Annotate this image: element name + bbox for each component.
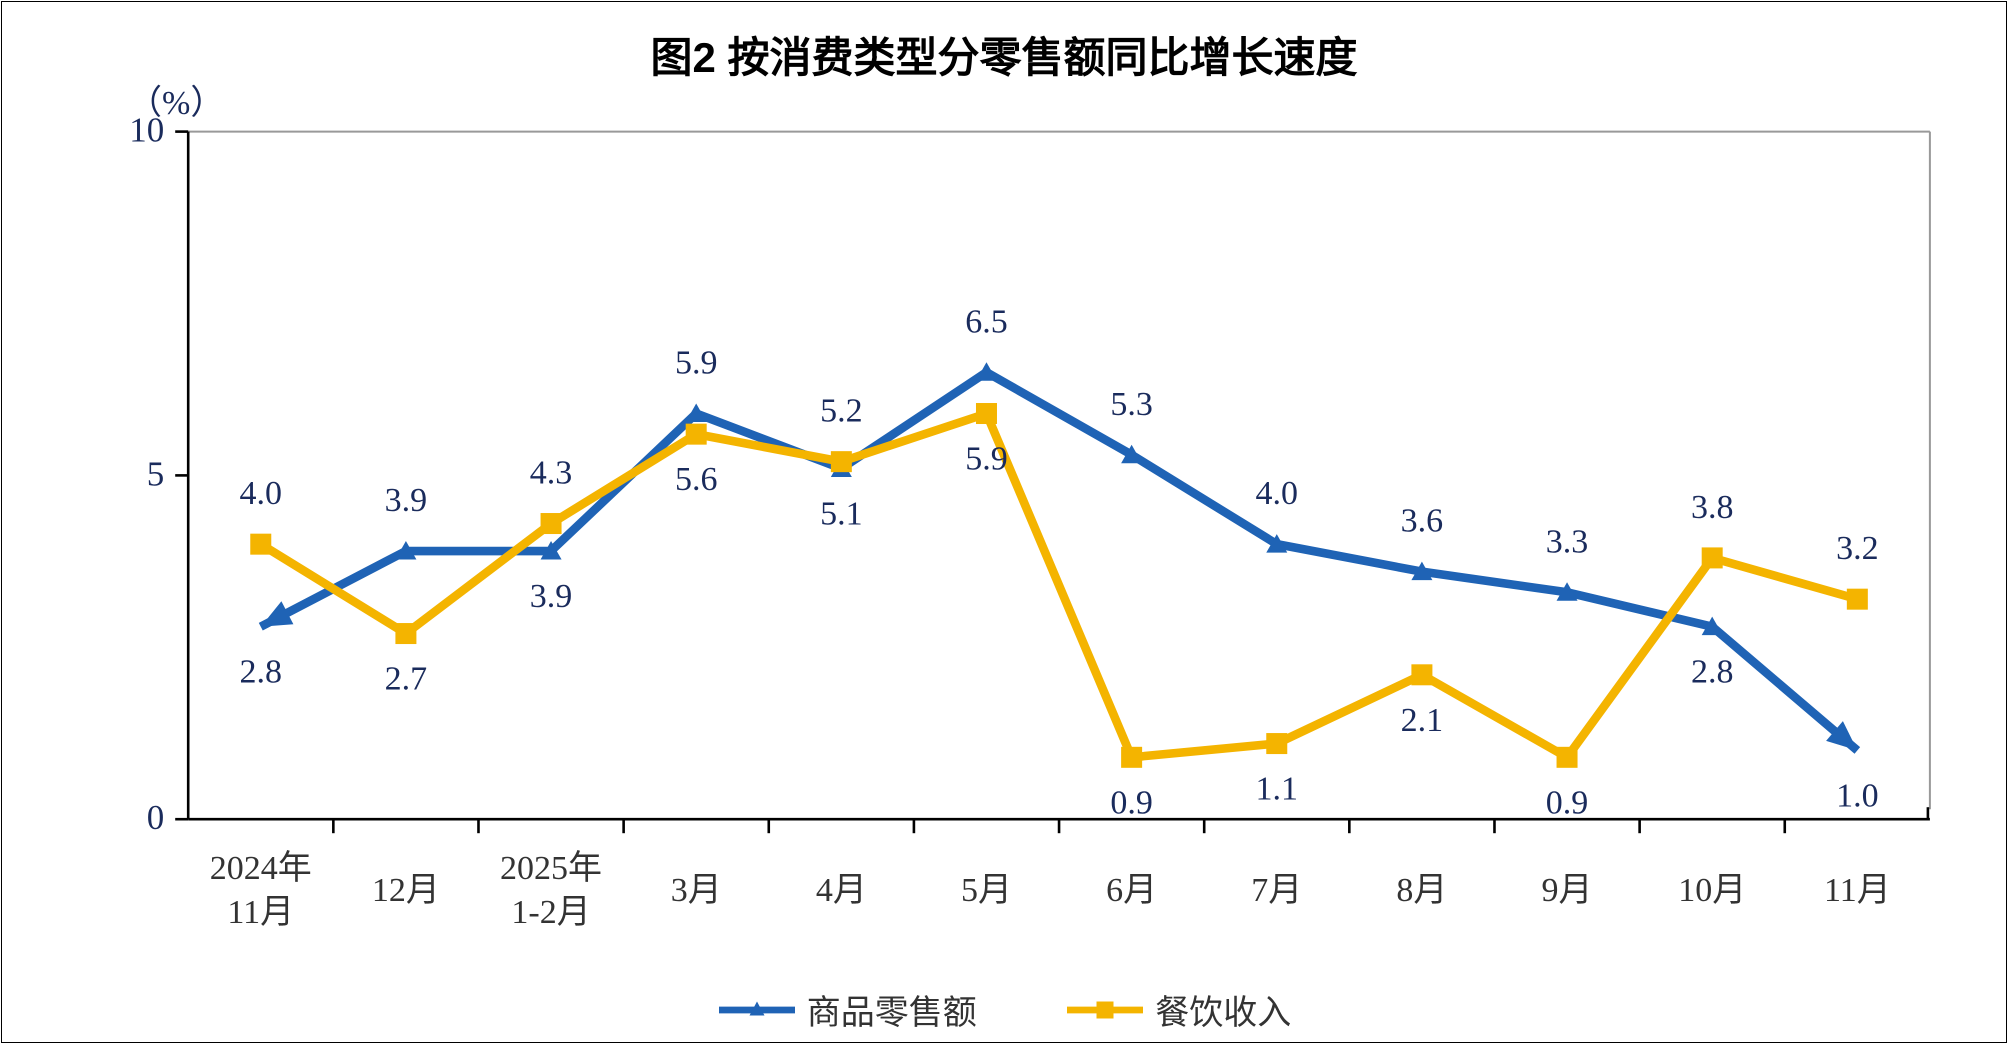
svg-text:6月: 6月: [1106, 872, 1157, 909]
svg-text:4.3: 4.3: [530, 455, 573, 492]
svg-text:5.1: 5.1: [820, 496, 863, 533]
svg-text:3.3: 3.3: [1546, 523, 1589, 560]
svg-text:5月: 5月: [961, 872, 1012, 909]
svg-text:0.9: 0.9: [1110, 784, 1153, 821]
svg-text:2.1: 2.1: [1401, 702, 1444, 739]
svg-text:6.5: 6.5: [965, 303, 1008, 340]
svg-text:8月: 8月: [1396, 872, 1447, 909]
svg-text:1-2月: 1-2月: [511, 894, 590, 931]
svg-text:5: 5: [147, 454, 165, 493]
svg-text:5.9: 5.9: [965, 441, 1008, 478]
svg-text:3.2: 3.2: [1836, 530, 1879, 567]
svg-text:3.9: 3.9: [530, 578, 573, 615]
svg-text:0.9: 0.9: [1546, 784, 1589, 821]
svg-text:0: 0: [147, 798, 165, 837]
svg-text:7月: 7月: [1251, 872, 1302, 909]
svg-text:10月: 10月: [1678, 872, 1746, 909]
svg-text:3.8: 3.8: [1691, 489, 1734, 526]
svg-text:5.3: 5.3: [1110, 386, 1153, 423]
svg-text:11月: 11月: [1824, 872, 1891, 909]
svg-text:5.2: 5.2: [820, 393, 863, 430]
svg-text:4月: 4月: [816, 872, 867, 909]
svg-text:5.9: 5.9: [675, 345, 718, 382]
svg-text:9月: 9月: [1542, 872, 1593, 909]
svg-text:4.0: 4.0: [240, 475, 283, 512]
svg-text:2025年: 2025年: [500, 849, 602, 887]
svg-text:2.7: 2.7: [385, 661, 428, 698]
svg-text:2.8: 2.8: [240, 654, 283, 691]
svg-text:2.8: 2.8: [1691, 654, 1734, 691]
svg-text:10: 10: [129, 111, 164, 150]
svg-text:12月: 12月: [372, 872, 440, 909]
svg-text:4.0: 4.0: [1256, 475, 1299, 512]
svg-text:5.6: 5.6: [675, 461, 718, 498]
svg-text:3月: 3月: [671, 872, 722, 909]
svg-text:1.0: 1.0: [1836, 777, 1879, 814]
svg-text:11月: 11月: [227, 894, 294, 931]
svg-text:2024年: 2024年: [210, 849, 312, 887]
svg-text:1.1: 1.1: [1256, 771, 1299, 808]
svg-text:3.6: 3.6: [1401, 503, 1444, 540]
svg-text:3.9: 3.9: [385, 482, 428, 519]
